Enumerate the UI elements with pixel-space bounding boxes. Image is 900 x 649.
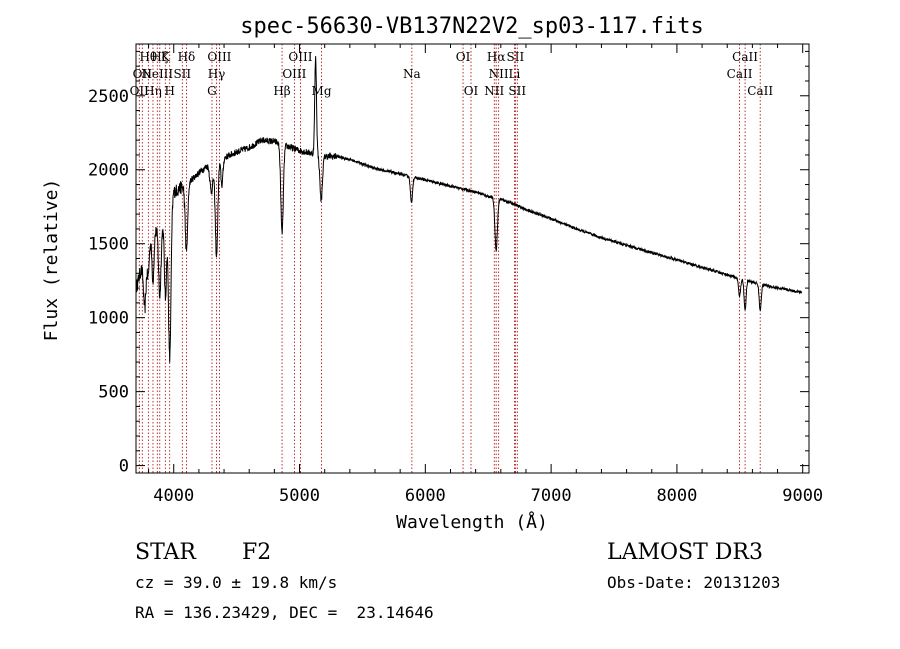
- line-label: OII: [133, 67, 153, 81]
- chart-title: spec-56630-VB137N22V2_sp03-117.fits: [240, 14, 704, 39]
- line-label: CaII: [732, 50, 758, 64]
- y-tick-label: 0: [119, 457, 129, 477]
- line-label: Hγ: [208, 67, 226, 81]
- x-tick-label: 9000: [782, 486, 823, 506]
- y-tick-label: 1500: [88, 235, 129, 255]
- line-label: OIII: [288, 50, 312, 64]
- line-label: CaII: [727, 67, 753, 81]
- spectral-line-markers: OII OII Hθ Hη NeIII HζK H SII Hδ G Hγ OIII Hβ OIII OII…: [130, 44, 773, 473]
- line-label: Hδ: [178, 50, 196, 64]
- line-label: H: [164, 84, 174, 98]
- line-label: NeIII: [141, 67, 173, 81]
- line-label: Hζ: [151, 50, 168, 64]
- x-tick-label: 6000: [405, 486, 446, 506]
- line-label: Hα: [487, 50, 506, 64]
- line-label: OIII: [207, 50, 231, 64]
- line-label: Hβ: [273, 84, 290, 98]
- x-tick-label: 8000: [656, 486, 697, 506]
- line-label: OI: [456, 50, 471, 64]
- x-tick-label: 5000: [279, 486, 320, 506]
- line-label: NII: [484, 84, 504, 98]
- line-label: K: [161, 50, 171, 64]
- y-axis-label: Flux (relative): [41, 179, 62, 342]
- x-axis-label: Wavelength (Å): [396, 511, 548, 533]
- observation-date: Obs-Date: 20131203: [607, 573, 781, 592]
- line-label: CaII: [747, 84, 773, 98]
- line-label: Na: [403, 67, 421, 81]
- y-tick-label: 1000: [88, 309, 129, 329]
- line-label: NII: [489, 67, 509, 81]
- line-label: SII: [507, 50, 525, 64]
- y-tick-label: 500: [98, 383, 129, 403]
- line-label: OIII: [282, 67, 306, 81]
- object-subclass: F2: [242, 540, 272, 565]
- survey-name: LAMOST DR3: [607, 540, 763, 565]
- x-tick-label: 7000: [531, 486, 572, 506]
- object-class: STAR: [135, 540, 196, 565]
- redshift-velocity: cz = 39.0 ± 19.8 km/s: [135, 573, 338, 592]
- line-label: Hθ: [139, 50, 157, 64]
- ra-dec-coordinates: RA = 136.23429, DEC = 23.14646: [135, 603, 434, 622]
- spectrum-series-line: [135, 56, 803, 363]
- line-label: OI: [464, 84, 479, 98]
- line-label: Li: [508, 67, 520, 81]
- line-label: SII: [508, 84, 526, 98]
- axis-ticks: 4000 5000 6000 7000 8000 9000 0 500 1000 1500 2000…: [88, 44, 823, 506]
- y-tick-label: 2500: [88, 87, 129, 107]
- line-label: OII: [130, 84, 150, 98]
- x-tick-label: 4000: [153, 486, 194, 506]
- plot-frame: [135, 43, 810, 474]
- y-tick-label: 2000: [88, 161, 129, 181]
- line-label: Hη: [144, 84, 162, 98]
- line-label: G: [207, 84, 217, 98]
- line-label: SII: [173, 67, 191, 81]
